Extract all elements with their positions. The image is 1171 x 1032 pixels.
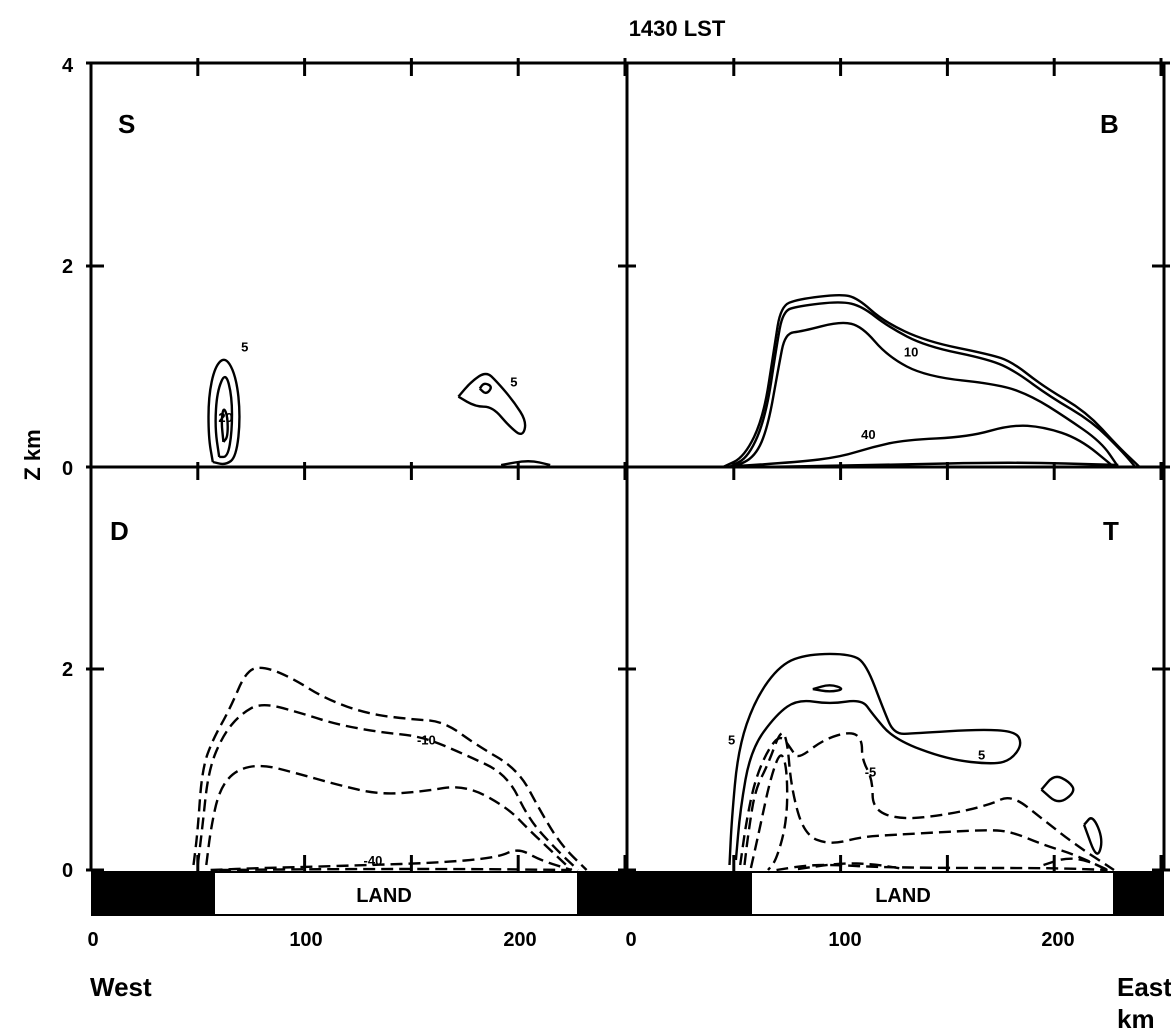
contour-b-0 — [722, 294, 1141, 469]
x-tick-label-0-right: 0 — [625, 929, 636, 951]
contour-s-4 — [478, 382, 492, 395]
contour-d-2 — [205, 764, 573, 871]
contour-t-5 — [743, 732, 1109, 872]
contour-t-6 — [749, 754, 789, 871]
x-tick-label-0-left: 0 — [87, 929, 98, 951]
contour-s-1 — [214, 375, 234, 459]
land-label-left: LAND — [356, 885, 412, 907]
contour-t-1 — [812, 684, 843, 693]
contour-b-1 — [728, 301, 1137, 469]
y-tick-label-0-top: 0 — [62, 458, 73, 480]
contour-label-b-1: 40 — [861, 427, 875, 442]
east-label: East — [1117, 972, 1171, 1002]
panel-label-t: T — [1103, 516, 1119, 546]
contour-t-0 — [728, 652, 1022, 866]
land-bar-right: LAND — [627, 871, 1164, 916]
y-axis-title: Z km — [20, 429, 45, 480]
contour-label-s-0: 5 — [241, 339, 248, 354]
land-box-right — [750, 871, 1115, 916]
contour-label-t-2: 5 — [978, 747, 985, 762]
contour-label-d-1: -40 — [364, 853, 383, 868]
contour-label-s-1: 20 — [218, 410, 232, 425]
y-tick-label-2-bottom: 2 — [62, 659, 73, 681]
contour-s-5 — [500, 460, 551, 467]
panel-frames — [86, 58, 1170, 872]
panel-label-b: B — [1100, 109, 1119, 139]
contour-label-t-1: -5 — [865, 765, 877, 780]
contour-label-d-0: -10 — [417, 732, 436, 747]
land-box-left — [213, 871, 579, 916]
contour-s-3 — [457, 372, 527, 436]
west-label: West — [90, 972, 152, 1002]
x-unit-label: km — [1117, 1004, 1155, 1032]
contour-t-8 — [797, 862, 905, 871]
land-bar-left: LAND — [91, 871, 627, 916]
x-tick-label-100-right: 100 — [828, 929, 861, 951]
y-tick-label-4: 4 — [62, 55, 74, 77]
contour-s-0 — [207, 358, 241, 466]
y-axis-label: Z km — [20, 429, 45, 480]
contour-t-4 — [739, 732, 1115, 872]
panel-label-d: D — [110, 516, 129, 546]
contour-label-s-2: 5 — [510, 375, 517, 390]
contour-d-4 — [219, 867, 572, 872]
contour-t-2 — [1040, 775, 1075, 803]
x-tick-label-200-right: 200 — [1041, 929, 1074, 951]
contour-s-2 — [220, 408, 229, 443]
y-tick-label-2-top: 2 — [62, 256, 73, 278]
y-tick-label-0-bottom: 0 — [62, 860, 73, 882]
contour-lines: 5 20 5 10 40 -10 -40 5 -5 5 — [91, 294, 1164, 872]
contour-b-3 — [723, 424, 1115, 469]
contour-b-2 — [733, 321, 1120, 469]
contour-d-0 — [192, 666, 588, 871]
land-label-right: LAND — [875, 885, 931, 907]
panel-label-s: S — [118, 109, 135, 139]
contour-label-b-0: 10 — [904, 344, 918, 359]
contour-t-9 — [1043, 857, 1109, 872]
x-tick-label-100-left: 100 — [289, 929, 322, 951]
contour-d-1 — [196, 704, 579, 871]
x-tick-label-200-left: 200 — [503, 929, 536, 951]
contour-t-3 — [1082, 817, 1103, 855]
chart-title: 1430 LST — [629, 16, 726, 41]
contour-label-t-0: 5 — [728, 732, 735, 747]
contour-d-3 — [210, 849, 572, 872]
